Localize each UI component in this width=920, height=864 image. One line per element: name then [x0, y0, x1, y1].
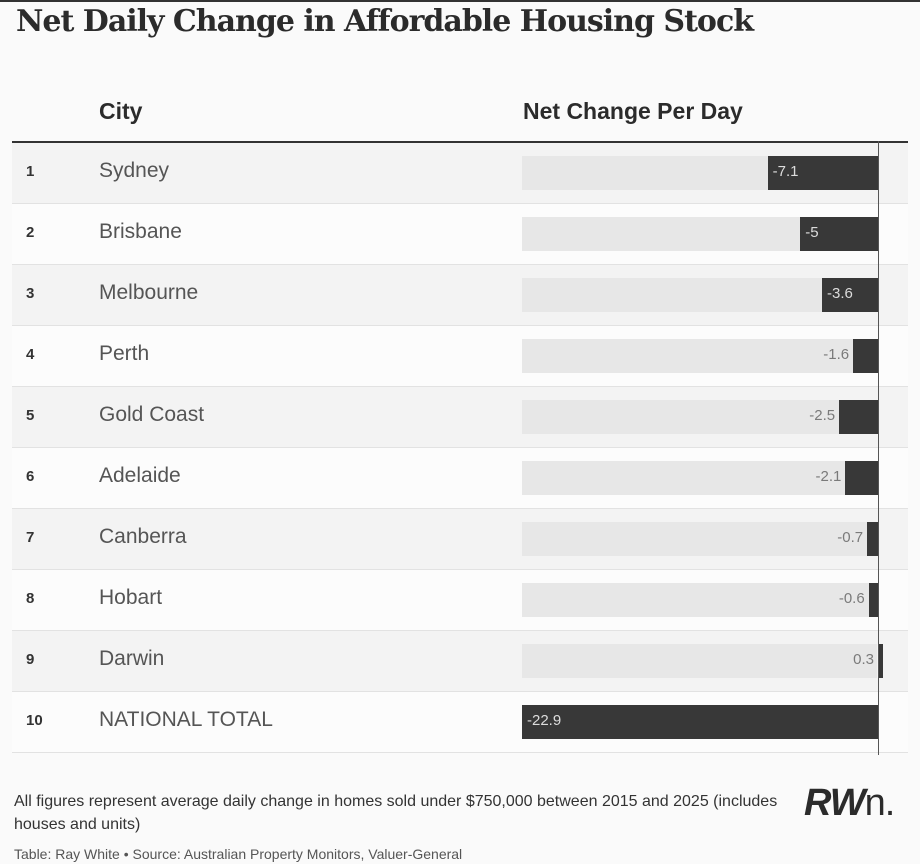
rank-label: 6	[26, 468, 35, 485]
bar	[839, 400, 878, 434]
table-row: 5 Gold Coast -2.5	[12, 387, 908, 448]
rwn-logo: RWn.	[804, 782, 896, 825]
city-label: Hobart	[99, 586, 163, 609]
city-label: Canberra	[99, 525, 187, 548]
table-row: 3 Melbourne -3.6	[12, 265, 908, 326]
rank-label: 1	[26, 163, 35, 180]
value-label: -1.6	[823, 346, 850, 363]
rank-label: 9	[26, 651, 35, 668]
rank-label: 10	[26, 712, 43, 729]
bar	[800, 217, 878, 251]
bar	[845, 461, 878, 495]
top-rule	[0, 0, 920, 2]
credits: Table: Ray White • Source: Australian Pr…	[14, 846, 463, 862]
table-row: 4 Perth -1.6	[12, 326, 908, 387]
value-label: -0.6	[838, 590, 865, 607]
bar	[822, 278, 878, 312]
value-label: -3.6	[827, 285, 853, 302]
city-label: Gold Coast	[99, 403, 205, 426]
bar-track	[522, 339, 877, 373]
rank-label: 2	[26, 224, 35, 241]
rank-label: 5	[26, 407, 35, 424]
bar-track	[522, 522, 877, 556]
logo-bold: RW	[804, 782, 866, 824]
table-row: 2 Brisbane -5	[12, 204, 908, 265]
bar-track	[522, 461, 877, 495]
table-row: 10 NATIONAL TOTAL -22.9	[12, 692, 908, 753]
rank-label: 7	[26, 529, 35, 546]
bar	[767, 156, 878, 190]
value-label: -7.1	[772, 163, 799, 180]
value-label: -22.9	[527, 712, 562, 729]
column-header-net-change: Net Change Per Day	[523, 98, 743, 124]
city-label: Melbourne	[99, 281, 199, 304]
city-label: Adelaide	[99, 464, 181, 487]
value-label: -5	[805, 224, 819, 241]
data-table: 1 Sydney -7.1 2 Brisbane -5 3 Melbourne -3.6 4 Per…	[12, 141, 908, 753]
zero-axis-line	[878, 141, 879, 755]
rank-label: 8	[26, 590, 35, 607]
bar	[853, 339, 878, 373]
bar	[878, 644, 883, 678]
value-label: -2.5	[809, 407, 836, 424]
city-label: Darwin	[99, 647, 165, 670]
table-row: 7 Canberra -0.7	[12, 509, 908, 570]
value-label: -2.1	[815, 468, 842, 485]
logo-rest: n.	[864, 782, 896, 824]
bar-track	[522, 400, 877, 434]
city-label: Brisbane	[99, 220, 182, 243]
value-label: -0.7	[837, 529, 864, 546]
chart-title: Net Daily Change in Affordable Housing S…	[16, 4, 754, 39]
bar	[867, 522, 878, 556]
table-row: 8 Hobart -0.6	[12, 570, 908, 631]
bar-track	[522, 583, 877, 617]
bar	[522, 705, 878, 739]
footnote: All figures represent average daily chan…	[14, 793, 778, 833]
city-label: Perth	[99, 342, 150, 365]
table-row: 1 Sydney -7.1	[12, 143, 908, 204]
table-row: 6 Adelaide -2.1	[12, 448, 908, 509]
bar	[868, 583, 878, 617]
city-label: NATIONAL TOTAL	[99, 708, 273, 731]
rank-label: 3	[26, 285, 35, 302]
column-header-city: City	[99, 98, 143, 124]
table-row: 9 Darwin 0.3	[12, 631, 908, 692]
city-label: Sydney	[99, 159, 170, 182]
bar-track	[522, 278, 877, 312]
value-label: 0.3	[853, 651, 874, 668]
rank-label: 4	[26, 346, 35, 363]
bar-track	[522, 644, 877, 678]
